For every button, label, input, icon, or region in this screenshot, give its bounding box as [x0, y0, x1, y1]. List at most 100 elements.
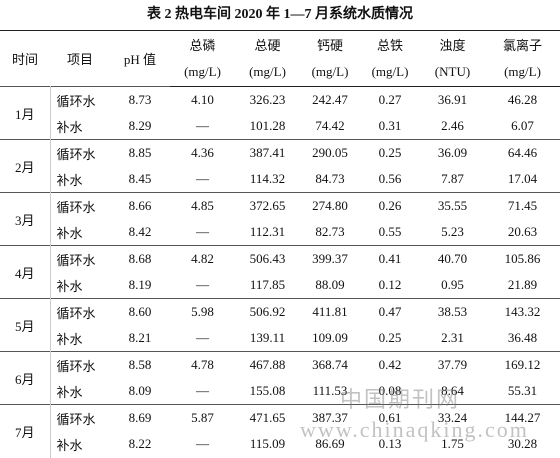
value-cell: 71.45 — [485, 192, 560, 219]
value-cell: — — [196, 383, 209, 398]
item-cell: 循环水 — [50, 245, 110, 272]
value-cell: 8.64 — [441, 383, 464, 398]
value-cell: 84.73 — [315, 171, 345, 186]
table-row: 补水 8.29 — 101.28 74.42 0.31 2.46 6.07 — [0, 113, 560, 140]
column-unit: (mg/L) — [235, 58, 300, 87]
value-cell: 0.25 — [378, 330, 402, 345]
value-cell: 0.27 — [360, 86, 420, 113]
column-unit: (mg/L) — [485, 58, 560, 87]
value-cell: 64.46 — [485, 139, 560, 166]
value-cell: 8.58 — [110, 351, 170, 378]
value-cell: 8.22 — [128, 436, 152, 452]
value-cell: 86.69 — [315, 436, 345, 452]
value-cell: 74.42 — [315, 118, 345, 133]
value-cell: 17.04 — [507, 171, 538, 186]
month-cell: 4月 — [0, 245, 51, 299]
value-cell: 144.27 — [485, 404, 560, 431]
month-cell: 7月 — [0, 404, 51, 458]
table-row: 补水 8.22 — 115.09 86.69 0.13 1.75 30.28 — [0, 431, 560, 458]
value-cell: 114.32 — [249, 171, 286, 186]
value-cell: 368.74 — [300, 351, 360, 378]
value-cell: 411.81 — [300, 298, 360, 325]
column-header: 总硬 — [235, 30, 300, 59]
value-cell: 20.63 — [507, 224, 538, 239]
value-cell: 467.88 — [235, 351, 300, 378]
item-cell: 循环水 — [50, 139, 110, 166]
value-cell: 0.61 — [360, 404, 420, 431]
value-cell: 111.53 — [312, 383, 348, 398]
value-cell: 0.12 — [378, 277, 402, 292]
table-row: 补水 8.21 — 139.11 109.09 0.25 2.31 36.48 — [0, 325, 560, 352]
table-body: 1月 循环水 8.73 4.10 326.23 242.47 0.27 36.91 46.28 补… — [0, 86, 560, 458]
value-cell: 8.21 — [128, 330, 152, 345]
value-cell: 0.13 — [378, 436, 402, 452]
table-head: 时间 项目 pH 值总磷 总硬 钙硬 总铁 浊度 氯离子 (mg/L) (mg/L) (mg/L)(… — [0, 30, 560, 87]
item-cell: 补水 — [56, 437, 83, 453]
value-cell: 8.69 — [110, 404, 170, 431]
table-title: 表 2 热电车间 2020 年 1—7 月系统水质情况 — [147, 7, 413, 22]
value-cell: 36.48 — [507, 330, 538, 345]
value-cell: 399.37 — [300, 245, 360, 272]
value-cell: 4.36 — [170, 139, 235, 166]
value-cell: 4.10 — [170, 86, 235, 113]
column-header: 钙硬 — [300, 30, 360, 59]
value-cell: 46.28 — [485, 86, 560, 113]
value-cell: 4.82 — [170, 245, 235, 272]
column-header: 项目 — [50, 30, 110, 87]
item-cell: 循环水 — [50, 404, 110, 431]
value-cell: — — [196, 436, 209, 452]
value-cell: 8.29 — [128, 118, 152, 133]
item-cell: 循环水 — [50, 298, 110, 325]
value-cell: 8.45 — [128, 171, 152, 186]
table-row: 6月 循环水 8.58 4.78 467.88 368.74 0.42 37.79 169.12 — [0, 351, 560, 405]
value-cell: 105.86 — [485, 245, 560, 272]
value-cell: 4.78 — [170, 351, 235, 378]
value-cell: 506.43 — [235, 245, 300, 272]
value-cell: 55.31 — [507, 383, 538, 398]
value-cell: 139.11 — [249, 330, 286, 345]
item-cell: 补水 — [56, 331, 83, 347]
value-cell: 115.09 — [249, 436, 286, 452]
value-cell: 2.31 — [441, 330, 464, 345]
column-header: 浊度 — [420, 30, 485, 59]
month-cell: 6月 — [0, 351, 51, 405]
item-cell: 循环水 — [50, 86, 110, 113]
column-header: 总铁 — [360, 30, 420, 59]
value-cell: 40.70 — [420, 245, 485, 272]
column-unit: (mg/L) — [170, 58, 235, 87]
item-cell: 补水 — [56, 119, 83, 135]
value-cell: — — [196, 224, 209, 239]
value-cell: 0.41 — [360, 245, 420, 272]
value-cell: 0.42 — [360, 351, 420, 378]
value-cell: — — [196, 330, 209, 345]
month-cell: 1月 — [0, 86, 51, 140]
value-cell: 37.79 — [420, 351, 485, 378]
table-row: 补水 8.42 — 112.31 82.73 0.55 5.23 20.63 — [0, 219, 560, 246]
value-cell: 33.24 — [420, 404, 485, 431]
value-cell: 242.47 — [300, 86, 360, 113]
value-cell: 0.31 — [378, 118, 402, 133]
value-cell: 88.09 — [315, 277, 345, 292]
month-cell: 2月 — [0, 139, 51, 193]
column-unit: (NTU) — [420, 58, 485, 87]
column-header: pH 值 — [110, 30, 170, 87]
item-cell: 补水 — [56, 278, 83, 294]
table-row: 3月 循环水 8.66 4.85 372.65 274.80 0.26 35.55 71.45 — [0, 192, 560, 246]
value-cell: 0.56 — [378, 171, 402, 186]
value-cell: 38.53 — [420, 298, 485, 325]
table-row: 补水 8.45 — 114.32 84.73 0.56 7.87 17.04 — [0, 166, 560, 193]
value-cell: 8.73 — [110, 86, 170, 113]
value-cell: 30.28 — [507, 436, 538, 452]
value-cell: 372.65 — [235, 192, 300, 219]
item-cell: 补水 — [56, 384, 83, 400]
value-cell: 7.87 — [441, 171, 464, 186]
value-cell: 112.31 — [249, 224, 286, 239]
value-cell: 326.23 — [235, 86, 300, 113]
value-cell: 5.98 — [170, 298, 235, 325]
header-row: 时间 项目 pH 值总磷 总硬 钙硬 总铁 浊度 氯离子 — [0, 30, 560, 87]
value-cell: 109.09 — [312, 330, 348, 345]
value-cell: 2.46 — [441, 118, 464, 133]
value-cell: 0.47 — [360, 298, 420, 325]
table-row: 2月 循环水 8.85 4.36 387.41 290.05 0.25 36.09 64.46 — [0, 139, 560, 193]
